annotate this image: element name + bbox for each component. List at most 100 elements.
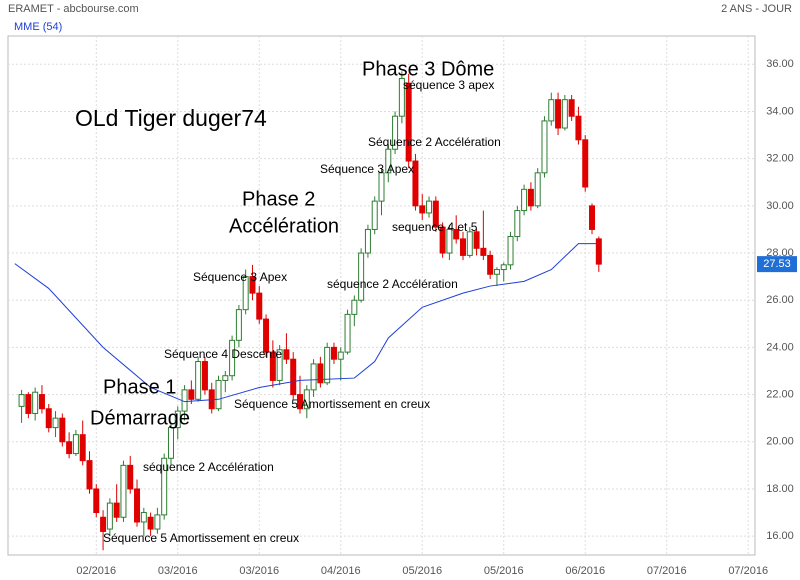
candle-body — [256, 292, 263, 320]
candle-body — [127, 464, 134, 490]
candle-body — [439, 226, 446, 254]
y-tick-label: 20.00 — [766, 436, 794, 448]
candle-body — [582, 139, 589, 188]
candle-body — [527, 188, 534, 207]
x-tick-label: 04/2016 — [321, 565, 361, 577]
candle-body — [310, 363, 317, 391]
annotation: sequence 4 et 5 — [392, 220, 478, 234]
candle-body — [106, 502, 113, 530]
candle-body — [79, 434, 86, 462]
candle-body — [229, 339, 236, 377]
annotation: Phase 1 — [103, 376, 176, 398]
period: 2 ANS - JOUR — [721, 3, 792, 15]
candle-body — [337, 351, 344, 360]
candle-body — [242, 276, 249, 311]
candle-body — [493, 269, 500, 275]
candle-body — [303, 389, 310, 410]
candle-body — [446, 228, 453, 254]
candle-body — [412, 160, 419, 207]
candle-body — [154, 514, 161, 530]
chart-title: ERAMET - abcbourse.com — [8, 3, 139, 15]
x-tick-label: 07/2016 — [728, 565, 768, 577]
indicator-legend: MME (54) — [14, 21, 62, 33]
y-tick-label: 32.00 — [766, 153, 794, 165]
candle-body — [120, 464, 127, 518]
candle-body — [72, 434, 79, 455]
candle-body — [249, 276, 256, 294]
candle-body — [269, 351, 276, 381]
candle-body — [466, 231, 473, 256]
candle-body — [459, 238, 466, 256]
candle-body — [32, 391, 39, 414]
candle-body — [500, 264, 507, 271]
candle-body — [473, 231, 480, 249]
candle-body — [140, 512, 147, 523]
candle-body — [324, 346, 331, 384]
candle-body — [215, 379, 222, 410]
y-tick-label: 22.00 — [766, 388, 794, 400]
annotation: Séquence 3 Apex — [193, 270, 287, 284]
candle-body — [283, 349, 290, 360]
candle-body — [45, 408, 52, 429]
annotation: Phase 2 — [242, 188, 315, 210]
indicator-line — [14, 243, 599, 403]
candle-body — [235, 309, 242, 341]
y-tick-label: 16.00 — [766, 530, 794, 542]
x-tick-label: 02/2016 — [76, 565, 116, 577]
candle-body — [134, 488, 141, 523]
candle-body — [364, 228, 371, 254]
candle-body — [161, 457, 168, 516]
x-tick-label: 03/2016 — [158, 565, 198, 577]
annotation: Séquence 4 Descente — [164, 347, 282, 361]
candle-body — [548, 99, 555, 122]
annotation: Phase 3 Dôme — [362, 58, 494, 80]
candle-body — [432, 200, 439, 228]
annotation: séquence 2 Accélération — [143, 460, 274, 474]
candle-body — [174, 410, 181, 429]
candle-body — [555, 99, 562, 129]
candle-body — [480, 247, 487, 256]
y-tick-label: 26.00 — [766, 294, 794, 306]
candle-body — [201, 361, 208, 391]
candle-body — [351, 299, 358, 315]
candle-body — [38, 394, 45, 410]
candle-body — [453, 228, 460, 240]
x-tick-label: 06/2016 — [565, 565, 605, 577]
candle-body — [514, 210, 521, 238]
annotation: Séquence 5 Amortissement en creux — [234, 397, 430, 411]
annotation: séquence 2 Accélération — [327, 277, 458, 291]
candle-body — [344, 313, 351, 353]
plot-frame — [7, 35, 756, 556]
candle-body — [147, 516, 154, 530]
annotation: séquence 3 apex — [403, 78, 494, 92]
last-price-box — [757, 256, 797, 273]
candle-body — [276, 349, 283, 381]
candle-body — [93, 488, 100, 514]
candle-body — [290, 358, 297, 396]
candle-body — [541, 120, 548, 174]
y-tick-label: 30.00 — [766, 200, 794, 212]
candle-body — [419, 205, 426, 214]
candle-body — [100, 516, 107, 532]
candle-body — [113, 502, 120, 518]
candle-body — [595, 238, 602, 265]
candle-body — [167, 427, 174, 459]
candle-body — [358, 252, 365, 301]
y-tick-label: 28.00 — [766, 247, 794, 259]
candle-body — [188, 389, 195, 400]
candle-body — [330, 346, 337, 360]
x-tick-label: 05/2016 — [484, 565, 524, 577]
annotation: Démarrage — [90, 407, 190, 429]
x-tick-label: 03/2016 — [239, 565, 279, 577]
candle-body — [426, 200, 433, 214]
candle-body — [521, 188, 528, 212]
candle-body — [195, 361, 202, 400]
candle-body — [534, 172, 541, 207]
candle-body — [59, 417, 66, 443]
candle-body — [222, 375, 229, 381]
candle-body — [405, 82, 412, 162]
annotation: Séquence 2 Accélération — [368, 135, 501, 149]
y-tick-label: 18.00 — [766, 483, 794, 495]
candle-body — [18, 394, 25, 407]
